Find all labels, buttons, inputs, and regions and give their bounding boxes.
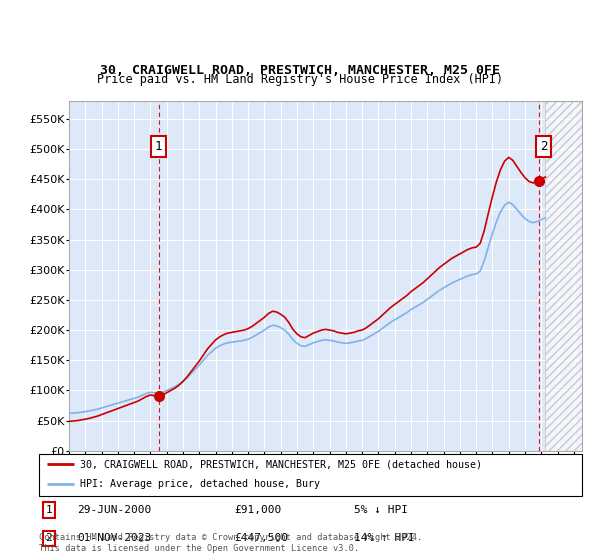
Text: £91,000: £91,000 [235,505,282,515]
Text: HPI: Average price, detached house, Bury: HPI: Average price, detached house, Bury [80,479,320,489]
Text: 01-NOV-2023: 01-NOV-2023 [77,533,151,543]
Text: Contains HM Land Registry data © Crown copyright and database right 2024.
This d: Contains HM Land Registry data © Crown c… [39,533,422,553]
Text: 2: 2 [539,140,547,153]
Text: Price paid vs. HM Land Registry's House Price Index (HPI): Price paid vs. HM Land Registry's House … [97,73,503,86]
Text: 30, CRAIGWELL ROAD, PRESTWICH, MANCHESTER, M25 0FE: 30, CRAIGWELL ROAD, PRESTWICH, MANCHESTE… [100,63,500,77]
Text: 2: 2 [46,533,52,543]
Text: 1: 1 [46,505,52,515]
Text: 30, CRAIGWELL ROAD, PRESTWICH, MANCHESTER, M25 0FE (detached house): 30, CRAIGWELL ROAD, PRESTWICH, MANCHESTE… [80,459,482,469]
Text: £447,500: £447,500 [235,533,289,543]
FancyBboxPatch shape [39,454,582,496]
Text: 5% ↓ HPI: 5% ↓ HPI [354,505,408,515]
Text: 14% ↑ HPI: 14% ↑ HPI [354,533,415,543]
Bar [545,101,582,451]
Text: 1: 1 [155,140,163,153]
Text: 29-JUN-2000: 29-JUN-2000 [77,505,151,515]
